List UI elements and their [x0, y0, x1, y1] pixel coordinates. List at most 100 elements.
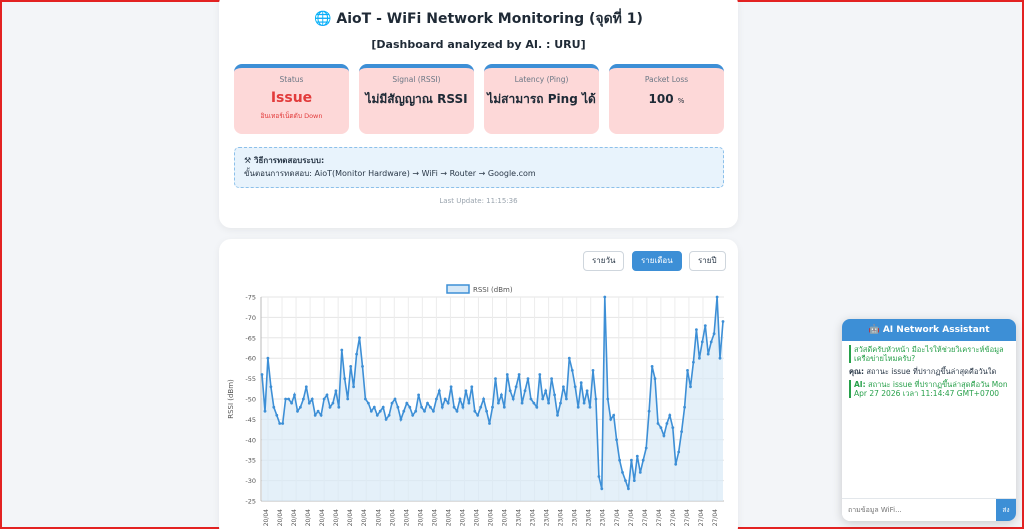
- data-point: [302, 397, 305, 401]
- data-point: [600, 487, 604, 491]
- data-point: [355, 352, 358, 356]
- data-point: [612, 413, 616, 417]
- x-tick-label: 20/04: [431, 509, 438, 526]
- data-point: [440, 405, 444, 409]
- assistant-input[interactable]: [842, 499, 996, 521]
- range-day-button[interactable]: รายวัน: [583, 251, 625, 271]
- data-point: [567, 356, 571, 360]
- data-point: [695, 328, 698, 331]
- data-point: [299, 405, 302, 409]
- x-tick-label: 23/04: [572, 509, 579, 526]
- y-axis-label: RSSI (dBm): [227, 379, 235, 419]
- series-area: [262, 297, 723, 501]
- stat-latency: Latency (Ping) ไม่สามารถ Ping ได้: [484, 64, 599, 134]
- data-point: [656, 422, 660, 425]
- data-point: [461, 405, 465, 409]
- stat-label: Status: [279, 75, 304, 84]
- y-tick-label: -65: [245, 334, 256, 342]
- data-point: [624, 479, 627, 482]
- data-point: [473, 409, 477, 413]
- stat-label: Packet Loss: [644, 75, 689, 84]
- data-point: [689, 385, 692, 389]
- x-tick-label: 27/04: [628, 509, 635, 526]
- range-month-button[interactable]: รายเดือน: [632, 251, 682, 271]
- data-point: [630, 458, 633, 462]
- data-point: [358, 336, 361, 340]
- data-point: [479, 405, 483, 409]
- data-point: [517, 373, 521, 376]
- data-point: [432, 409, 435, 413]
- data-point: [411, 413, 415, 417]
- data-point: [464, 389, 468, 393]
- assistant-title: AI Network Assistant: [882, 325, 990, 335]
- data-point: [632, 479, 636, 482]
- data-point: [706, 352, 710, 356]
- data-point: [458, 397, 462, 401]
- data-point: [437, 389, 441, 393]
- data-point: [559, 401, 562, 405]
- data-point: [435, 397, 438, 401]
- data-point: [402, 409, 406, 413]
- data-point: [576, 405, 580, 409]
- data-point: [372, 405, 376, 409]
- data-point: [260, 373, 264, 376]
- ai-label: AI:: [854, 380, 866, 389]
- data-point: [523, 389, 527, 393]
- data-point: [662, 434, 666, 438]
- data-point: [429, 405, 432, 409]
- assistant-header: 🤖 AI Network Assistant: [842, 319, 1016, 341]
- y-tick-label: -55: [245, 375, 256, 383]
- range-year-button[interactable]: รายปี: [689, 251, 726, 271]
- x-tick-label: 20/04: [389, 509, 396, 526]
- data-point: [396, 405, 400, 409]
- status-card: 🌐 AioT - WiFi Network Monitoring (จุดที่…: [219, 0, 738, 228]
- globe-icon: 🌐: [314, 11, 332, 27]
- data-point: [340, 348, 344, 352]
- data-point: [349, 365, 353, 368]
- data-point: [278, 422, 282, 425]
- data-point: [337, 405, 341, 409]
- data-point: [570, 369, 574, 372]
- x-tick-label: 20/04: [333, 509, 340, 526]
- data-point: [284, 397, 287, 401]
- data-point: [470, 385, 474, 389]
- x-tick-label: 23/04: [600, 509, 607, 526]
- ai-message-text: สถานะ issue ที่ปรากฏขึ้นล่าสุดคือวัน Mon…: [854, 380, 1008, 398]
- data-point: [316, 409, 320, 413]
- data-point: [585, 389, 589, 393]
- page-title: 🌐 AioT - WiFi Network Monitoring (จุดที่…: [219, 8, 738, 30]
- data-point: [322, 397, 326, 401]
- user-label: คุณ:: [849, 367, 864, 376]
- data-point: [659, 426, 663, 429]
- data-point: [556, 413, 559, 417]
- page-title-text: AioT - WiFi Network Monitoring (จุดที่ 1…: [336, 11, 643, 27]
- send-button[interactable]: ส่ง: [996, 499, 1016, 521]
- assistant-greeting: สวัสดีครับหัวหน้า มีอะไรให้ช่วยวิเคราะห์…: [849, 345, 1009, 363]
- data-point: [399, 418, 403, 421]
- data-point: [272, 405, 276, 409]
- data-point: [405, 401, 409, 405]
- data-point: [367, 401, 370, 405]
- stat-label: Latency (Ping): [514, 75, 569, 84]
- data-point: [287, 397, 290, 401]
- data-point: [603, 295, 607, 299]
- data-point: [325, 393, 329, 397]
- data-point: [319, 413, 323, 417]
- data-point: [677, 450, 681, 454]
- data-point: [500, 393, 503, 397]
- x-tick-label: 27/04: [698, 509, 705, 526]
- last-update: Last Update: 11:15:36: [439, 197, 518, 205]
- x-tick-label: 23/04: [586, 509, 593, 526]
- test-steps: ขั้นตอนการทดสอบ: AioT(Monitor Hardware) …: [244, 169, 536, 178]
- data-point: [296, 409, 299, 413]
- data-point: [328, 405, 332, 409]
- stat-packet-loss: Packet Loss 100 %: [609, 64, 724, 134]
- data-point: [653, 377, 657, 380]
- data-point: [414, 409, 418, 413]
- data-point: [647, 409, 651, 413]
- x-tick-label: 27/04: [614, 509, 621, 526]
- ai-assistant-panel: 🤖 AI Network Assistant สวัสดีครับหัวหน้า…: [842, 319, 1016, 521]
- data-point: [488, 422, 491, 425]
- data-point: [449, 385, 453, 389]
- stat-signal: Signal (RSSI) ไม่มีสัญญาณ RSSI: [359, 64, 474, 134]
